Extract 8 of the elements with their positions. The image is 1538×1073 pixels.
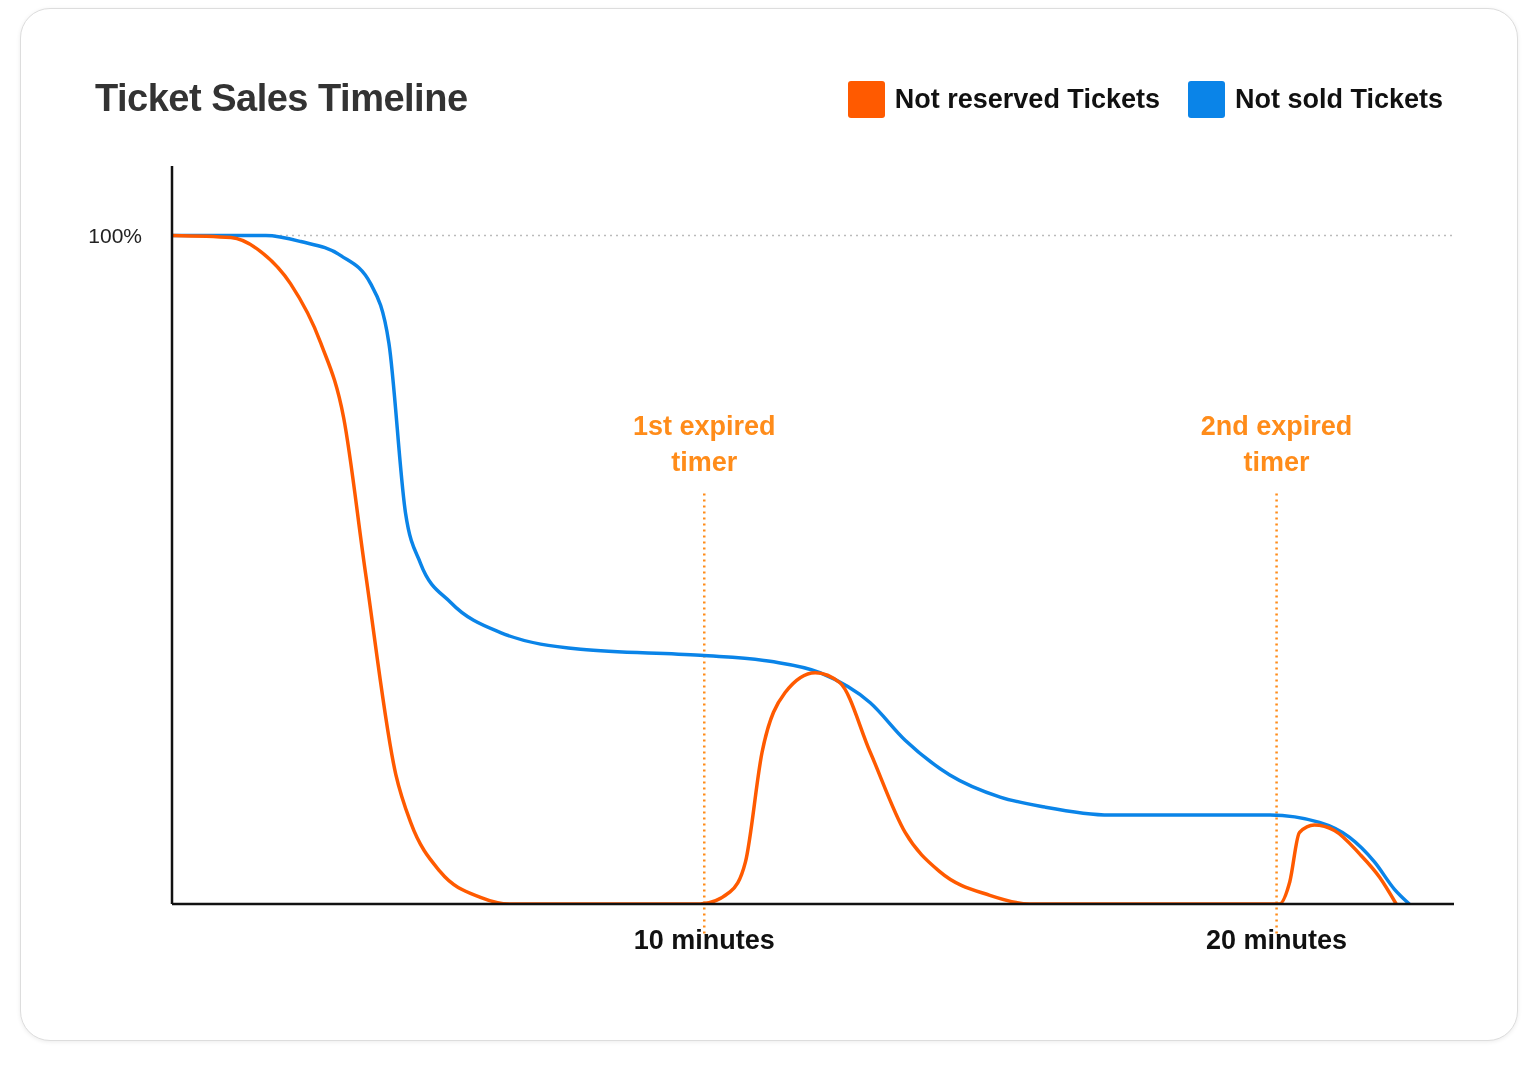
ref-line-label: 100% (88, 223, 142, 247)
x-tick-label: 20 minutes (1206, 925, 1348, 956)
x-tick-label: 10 minutes (633, 925, 775, 956)
ref-line-label: 2nd expired timer (1200, 410, 1353, 477)
legend-label: Not reserved Tickets (894, 84, 1160, 115)
legend-label: Not sold Tickets (1234, 84, 1443, 115)
chart-title: Ticket Sales Timeline (95, 77, 468, 120)
ref-line-label: 1st expired timer (632, 410, 776, 477)
